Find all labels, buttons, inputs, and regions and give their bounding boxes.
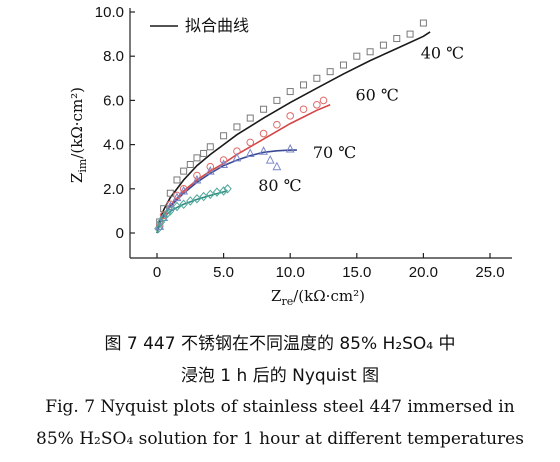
data-point	[326, 68, 334, 76]
x-tick-label: 15.0	[342, 264, 371, 281]
legend-label: 拟合曲线	[185, 16, 249, 35]
x-tick-label: 0	[153, 264, 161, 281]
data-point	[232, 152, 242, 162]
x-tick-label: 10.0	[276, 264, 305, 281]
caption-cn-line2: 浸泡 1 h 后的 Nyquist 图	[180, 366, 380, 386]
nyquist-chart: 0 5.0 10.0 15.0 20.0 25.0 0 2.0 4.0 6.0 8.0 10.0 4…	[68, 4, 512, 308]
data-point	[179, 185, 188, 193]
series-label: 40 ℃	[421, 43, 464, 62]
data-point	[353, 52, 361, 60]
data-point	[313, 101, 321, 109]
data-point	[166, 189, 174, 197]
y-tick-label: 10.0	[95, 4, 124, 21]
fit-curves	[156, 31, 431, 234]
data-point	[173, 191, 181, 200]
data-point	[165, 201, 175, 210]
series-label: 60 ℃	[355, 85, 398, 104]
data-point	[299, 105, 308, 114]
legend: 拟合曲线	[150, 16, 249, 35]
caption-en-line1: Fig. 7 Nyquist plots of stainless steel …	[45, 397, 515, 417]
data-point	[233, 123, 241, 131]
data-point	[173, 176, 181, 184]
data-point	[192, 193, 202, 204]
y-tick-label: 6.0	[103, 92, 124, 109]
data-point	[260, 105, 268, 113]
data-point	[246, 114, 254, 122]
data-point	[419, 19, 427, 27]
data-point	[186, 196, 195, 206]
series-labels: 40 ℃ 60 ℃ 70 ℃ 80 ℃	[258, 43, 464, 195]
data-point	[159, 211, 168, 220]
y-tick-label: 0	[116, 225, 124, 242]
data-point	[259, 146, 268, 155]
data-point	[366, 48, 374, 56]
data-point	[159, 212, 168, 223]
data-point	[166, 206, 175, 216]
data-point	[286, 88, 294, 96]
x-axis-label: Zre/(kΩ·cm²)	[271, 287, 365, 308]
chart-axes	[129, 8, 512, 259]
x-ticks: 0 5.0 10.0 15.0 20.0 25.0	[153, 253, 505, 281]
data-point	[319, 96, 328, 105]
data-point	[219, 186, 228, 196]
y-tick-label: 8.0	[103, 48, 124, 65]
x-tick-label: 5.0	[213, 264, 234, 281]
data-point	[179, 185, 189, 195]
data-point	[212, 187, 222, 197]
data-point	[179, 199, 188, 210]
data-point	[285, 143, 295, 153]
data-point	[223, 184, 232, 194]
data-point	[406, 30, 414, 38]
data-point	[379, 41, 387, 49]
series-label: 70 ℃	[313, 143, 356, 162]
data-point	[192, 174, 202, 184]
data-point	[272, 161, 282, 171]
data-point	[205, 166, 215, 175]
fit-curve-1	[156, 104, 331, 234]
data-point	[219, 159, 229, 168]
data-point	[180, 167, 188, 175]
x-tick-label: 25.0	[475, 264, 504, 281]
x-tick-label: 20.0	[409, 264, 438, 281]
data-point	[206, 143, 214, 151]
data-point	[313, 74, 321, 82]
data-point	[286, 112, 295, 120]
y-axis-label: Zim/(kΩ·cm²)	[68, 87, 89, 183]
data-point	[245, 148, 255, 157]
data-point	[206, 189, 215, 200]
caption-en-line2: 85% H₂SO₄ solution for 1 hour at differe…	[36, 429, 524, 449]
caption-cn-line1: 图 7 447 不锈钢在不同温度的 85% H₂SO₄ 中	[104, 334, 456, 354]
series-label: 80 ℃	[258, 176, 301, 195]
data-point	[393, 35, 401, 43]
data-point	[273, 96, 281, 104]
data-point	[339, 61, 347, 69]
data-point	[154, 223, 163, 234]
y-tick-label: 4.0	[103, 137, 124, 154]
data-point	[219, 156, 228, 164]
y-ticks: 0 2.0 4.0 6.0 8.0 10.0	[95, 4, 135, 242]
data-point	[246, 138, 255, 147]
data-point	[186, 160, 194, 168]
data-point	[265, 154, 275, 164]
data-point	[172, 192, 182, 202]
data-point	[206, 162, 215, 171]
data-point	[193, 171, 201, 180]
data-point	[199, 191, 208, 202]
data-point	[200, 149, 208, 157]
data-point	[220, 132, 228, 140]
data-point	[300, 81, 308, 89]
data-point	[259, 129, 268, 138]
data-point	[193, 154, 201, 162]
data-point	[273, 120, 281, 129]
data-point	[163, 208, 172, 218]
data-points	[154, 19, 427, 234]
data-point	[172, 201, 182, 212]
fit-curve-0	[156, 31, 431, 234]
y-tick-label: 2.0	[103, 181, 124, 198]
